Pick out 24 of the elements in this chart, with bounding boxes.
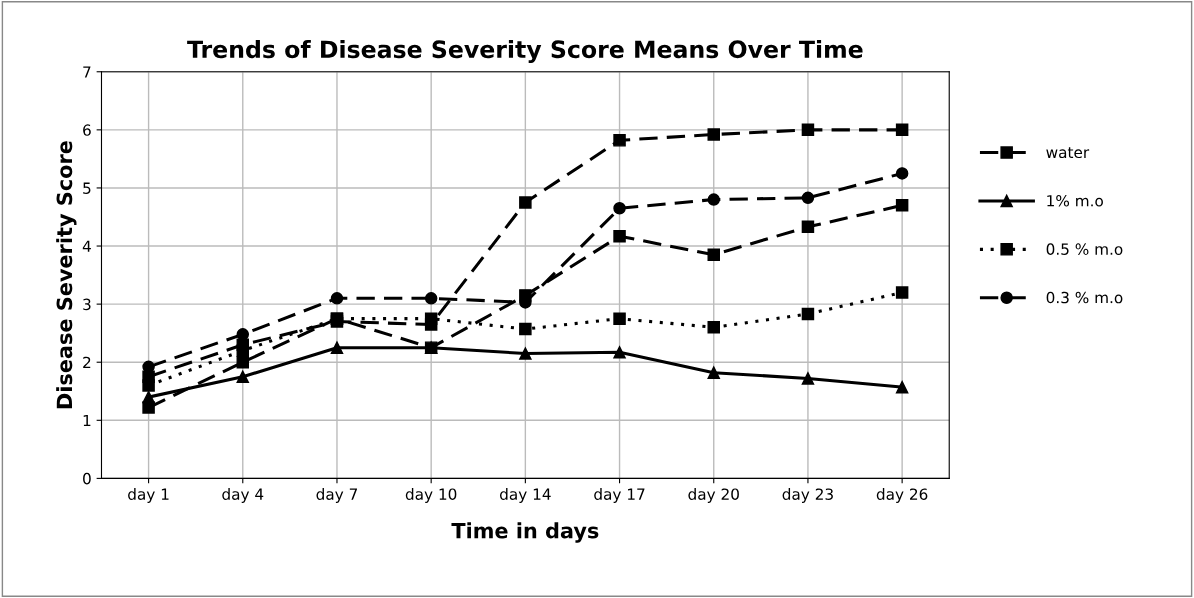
legend-label: water <box>1046 147 1090 159</box>
chart-title: Trends of Disease Severity Score Means Over Time <box>187 39 863 63</box>
x-tick-label: day 23 <box>782 488 833 503</box>
x-tick-label: day 14 <box>500 488 551 503</box>
y-tick-label: 5 <box>83 182 91 194</box>
legend-label: 1% m.o <box>1047 194 1103 207</box>
x-tick-label: day 17 <box>594 488 645 503</box>
y-tick-label: 6 <box>83 124 91 136</box>
x-tick-label: day 1 <box>128 488 169 503</box>
y-axis-title: Disease Severity Score <box>56 141 77 409</box>
x-tick-label: day 26 <box>876 488 928 503</box>
y-tick-label: 2 <box>83 356 91 369</box>
x-tick-label: day 4 <box>222 488 264 503</box>
y-tick-label: 4 <box>82 240 91 252</box>
legend-label: 0.3 % m.o <box>1046 291 1123 304</box>
x-tick-label: day 10 <box>405 488 457 503</box>
legend-label: 0.5 % m.o <box>1046 243 1123 255</box>
y-tick-label: 1 <box>83 414 91 427</box>
y-tick-label: 3 <box>83 298 91 311</box>
y-tick-label: 7 <box>83 66 91 78</box>
x-tick-label: day 7 <box>316 488 358 503</box>
y-tick-label: 0 <box>83 472 91 485</box>
x-axis-title: Time in days <box>451 522 599 543</box>
x-tick-label: day 20 <box>688 488 739 503</box>
